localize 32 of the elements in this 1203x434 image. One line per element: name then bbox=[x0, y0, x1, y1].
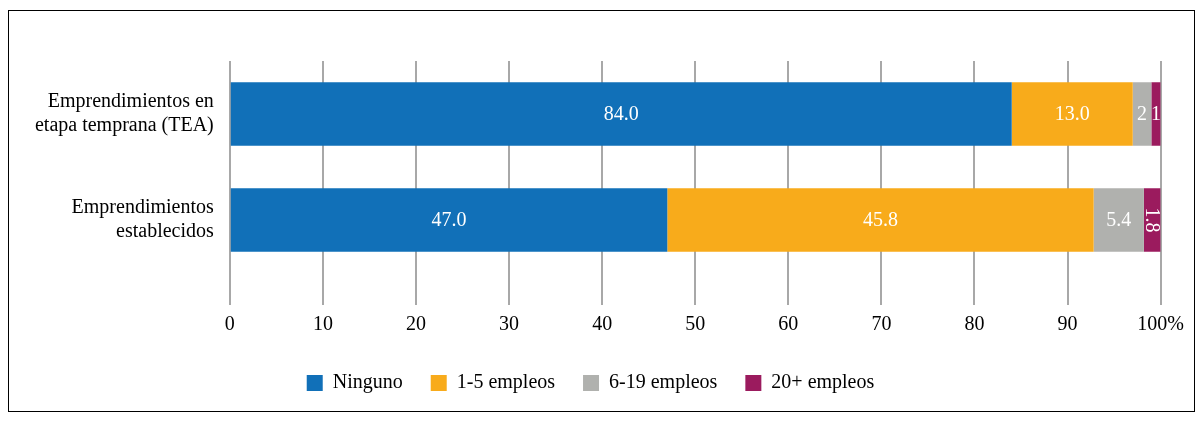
x-tick-label: 60 bbox=[778, 312, 799, 335]
x-tick-label: 30 bbox=[499, 312, 520, 335]
data-label: 13.0 bbox=[1054, 102, 1090, 125]
data-label: 45.8 bbox=[862, 208, 898, 231]
bar bbox=[230, 82, 1012, 146]
bar bbox=[230, 188, 668, 252]
bar bbox=[1132, 82, 1152, 146]
x-tick-label: 100% bbox=[1137, 312, 1185, 335]
data-label: 1 bbox=[1151, 102, 1162, 125]
x-tick-label: 40 bbox=[592, 312, 613, 335]
legend-label: 20+ empleos bbox=[771, 370, 875, 394]
legend-label: 6-19 empleos bbox=[609, 370, 718, 394]
legend-label: 1-5 empleos bbox=[456, 370, 556, 394]
x-tick-label: 70 bbox=[871, 312, 892, 335]
data-label: 1.8 bbox=[1142, 207, 1165, 233]
x-tick-label: 20 bbox=[405, 312, 426, 335]
bar bbox=[1093, 188, 1144, 252]
x-tick-label: 50 bbox=[685, 312, 706, 335]
legend-label: Ninguno bbox=[332, 370, 403, 394]
x-tick-label: 80 bbox=[964, 312, 985, 335]
x-tick-label: 10 bbox=[312, 312, 333, 335]
bar bbox=[667, 188, 1094, 252]
data-label: 5.4 bbox=[1106, 208, 1132, 231]
y-tick-label: Emprendimientos establecidos bbox=[71, 195, 214, 242]
data-label: 84.0 bbox=[603, 102, 639, 125]
data-label: 47.0 bbox=[431, 208, 467, 231]
x-tick-label: 90 bbox=[1057, 312, 1078, 335]
data-label: 2 bbox=[1137, 102, 1148, 125]
y-tick-label: Emprendimientos en etapa temprana (TEA) bbox=[34, 89, 214, 137]
chart-frame: Ninguno 1-5 empleos 6-19 empleos 20+ empleos 0 10 20 30 40 50 60 70 80 90 100% Emprendimientos en etapa temprana (TEA) Emprendimientos establecidos 84.0 47.0 13.0 45.8 2 5.4 1 1.8 bbox=[8, 10, 1195, 412]
bar bbox=[1011, 82, 1133, 146]
x-tick-label: 0 bbox=[224, 312, 235, 335]
